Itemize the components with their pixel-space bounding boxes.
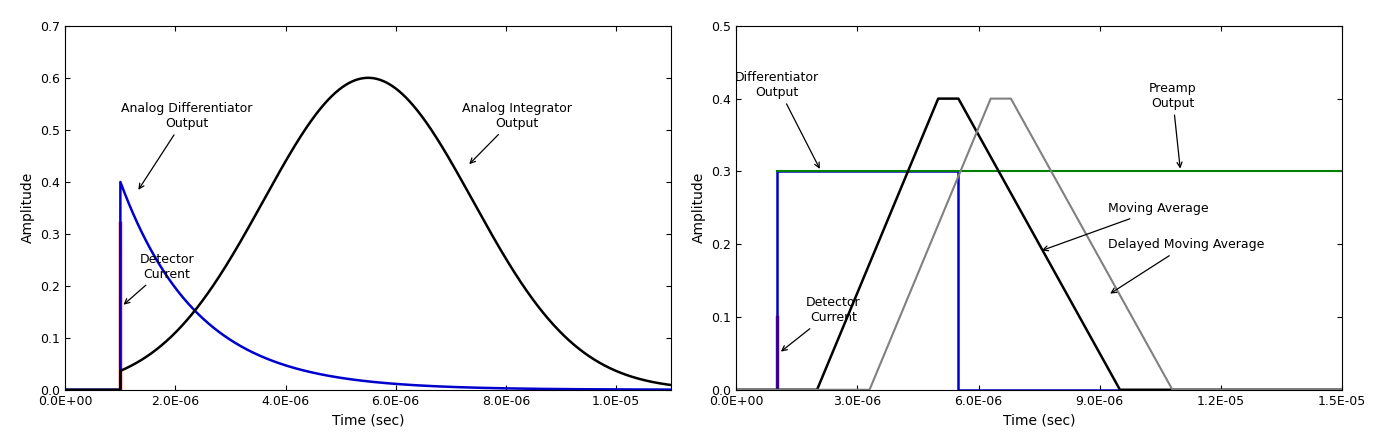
X-axis label: Time (sec): Time (sec) — [331, 413, 405, 427]
Y-axis label: Amplitude: Amplitude — [21, 172, 35, 243]
Text: Differentiator
Output: Differentiator Output — [735, 71, 820, 168]
Text: Detector
Current: Detector Current — [782, 296, 860, 351]
Y-axis label: Amplitude: Amplitude — [692, 172, 706, 243]
Text: Preamp
Output: Preamp Output — [1148, 82, 1196, 167]
Text: Delayed Moving Average: Delayed Moving Average — [1108, 238, 1264, 293]
X-axis label: Time (sec): Time (sec) — [1003, 413, 1075, 427]
Text: Analog Integrator
Output: Analog Integrator Output — [462, 102, 571, 163]
Text: Moving Average: Moving Average — [1043, 202, 1208, 251]
Text: Analog Differentiator
Output: Analog Differentiator Output — [121, 102, 252, 189]
Text: Detector
Current: Detector Current — [125, 253, 194, 304]
